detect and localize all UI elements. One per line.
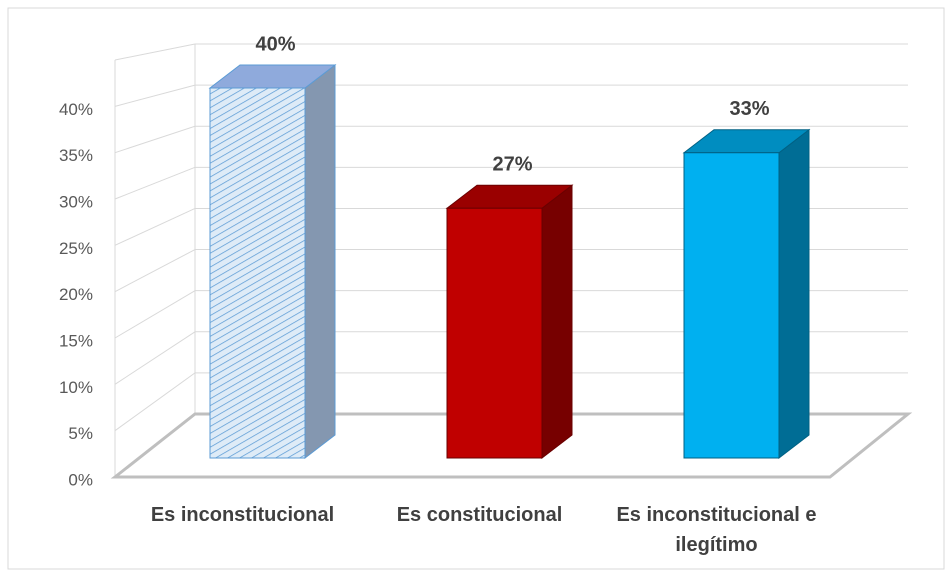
bar [683,152,780,459]
bar-side [304,63,336,460]
grid-line [114,207,196,246]
y-tick-label: 10% [59,378,93,397]
x-tick-label: Es constitucional [396,504,563,526]
y-tick-label: 5% [68,424,93,443]
y-tick-label: 25% [59,239,93,258]
x-tick-label: Es inconstitucional e ilegítimo [616,504,817,556]
y-tick-label: 0% [68,470,93,489]
x-tick-label: Es inconstitucional [150,504,335,526]
y-tick-label: 40% [59,100,93,119]
y-tick-label: 15% [59,331,93,350]
data-label: 33% [729,98,769,120]
y-tick-label: 35% [59,146,93,165]
grid-line [114,331,196,385]
grid-line [114,249,196,293]
data-label: 40% [255,33,295,55]
grid-line [114,125,196,154]
bar [209,87,306,459]
bar-side [541,184,573,460]
grid-line [114,372,196,432]
grid-line [114,84,196,107]
data-label: 27% [492,154,532,176]
y-tick-label: 30% [59,192,93,211]
wall-edge [114,43,196,61]
grid-line [114,166,196,200]
bar [446,207,543,459]
grid-line [114,290,196,339]
chart-border [7,7,945,570]
bar-side [778,128,810,460]
y-tick-label: 20% [59,285,93,304]
